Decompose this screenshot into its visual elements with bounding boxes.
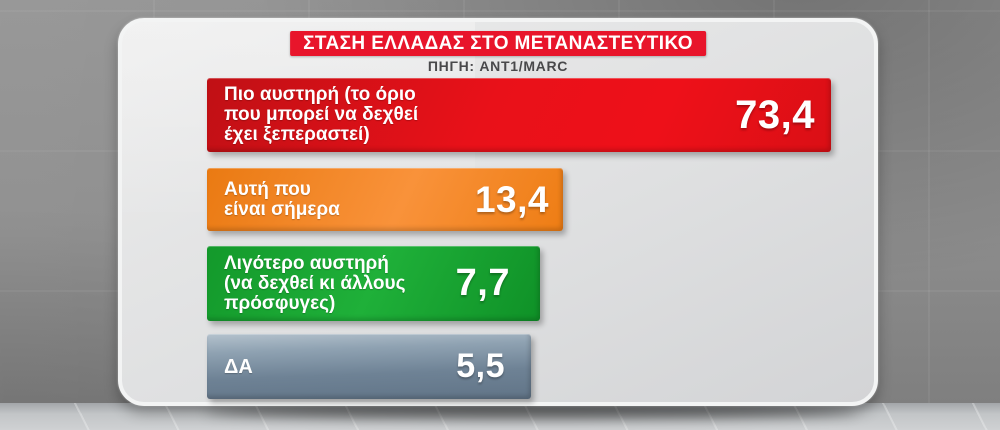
bar-no-answer-label: ΔΑ — [224, 355, 253, 378]
chart-panel: ΣΤΑΣΗ ΕΛΛΑΔΑΣ ΣΤΟ ΜΕΤΑΝΑΣΤΕΥΤΙΚΟ ΠΗΓΗ: A… — [118, 18, 878, 406]
chart-title-banner: ΣΤΑΣΗ ΕΛΛΑΔΑΣ ΣΤΟ ΜΕΤΑΝΑΣΤΕΥΤΙΚΟ — [290, 31, 706, 56]
bar-no-answer: ΔΑ 5,5 — [207, 334, 531, 399]
bar-stricter-stance: Πιο αυστηρή (το όριο που μπορεί να δεχθε… — [207, 78, 831, 152]
bar-current-stance: Αυτή που είναι σήμερα 13,4 — [207, 168, 563, 231]
bar-less-strict-stance: Λιγότερο αυστηρή (να δεχθεί κι άλλους πρ… — [207, 246, 540, 321]
source-label: ΠΗΓΗ: ANT1/MARC — [427, 58, 569, 74]
bar-less-strict-value: 7,7 — [455, 262, 510, 304]
bar-stricter-value: 73,4 — [735, 92, 815, 137]
bar-less-strict-label: Λιγότερο αυστηρή (να δεχθεί κι άλλους πρ… — [224, 252, 406, 314]
chart-title: ΣΤΑΣΗ ΕΛΛΑΔΑΣ ΣΤΟ ΜΕΤΑΝΑΣΤΕΥΤΙΚΟ — [303, 33, 693, 54]
bar-stricter-label: Πιο αυστηρή (το όριο που μπορεί να δεχθε… — [224, 84, 419, 145]
studio-floor — [0, 403, 1000, 430]
bar-no-answer-value: 5,5 — [456, 347, 505, 385]
bar-current-value: 13,4 — [474, 178, 549, 220]
panel-floor-shadow — [205, 404, 855, 419]
bar-current-label: Αυτή που είναι σήμερα — [224, 178, 340, 220]
